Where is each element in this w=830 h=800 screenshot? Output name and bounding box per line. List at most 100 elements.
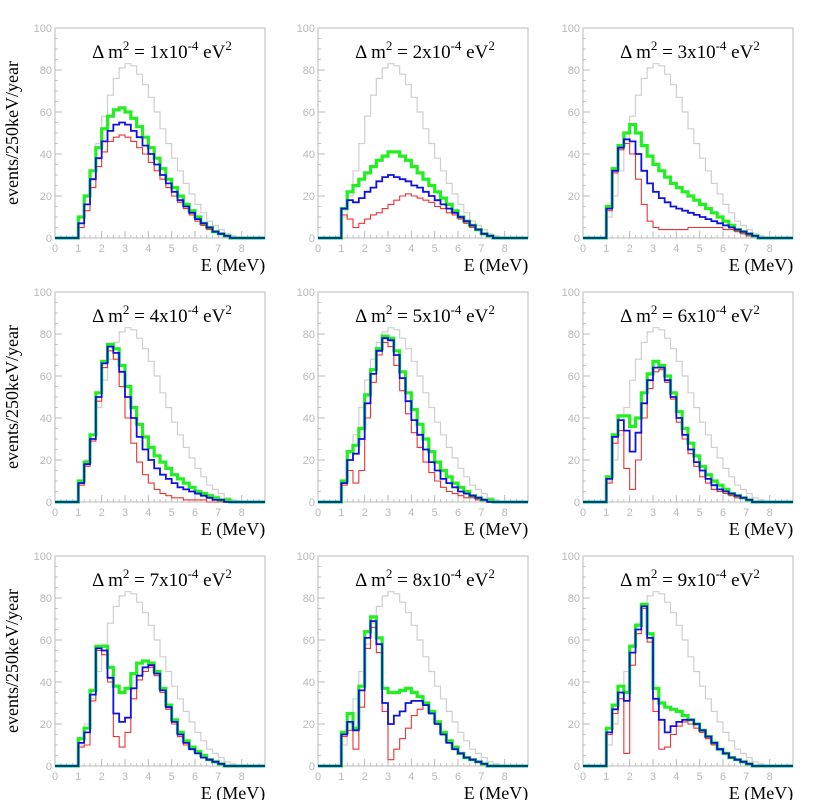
y-axis-label: events/250keV/year [2, 589, 22, 733]
x-tick-label: 1 [603, 771, 609, 783]
x-tick-label: 8 [239, 243, 245, 255]
title-part: Δ m [355, 306, 386, 327]
y-tick-label: 80 [303, 65, 315, 77]
x-tick-label: 4 [408, 243, 414, 255]
y-tick-label: 100 [297, 23, 315, 35]
x-axis-label: E (MeV) [464, 519, 528, 540]
x-tick-label: 4 [673, 771, 679, 783]
x-tick-label: 4 [145, 771, 151, 783]
panel-title: Δ m2 = 3x10-4 eV2 [620, 38, 760, 63]
x-tick-label: 0 [52, 507, 58, 519]
y-tick-label: 40 [303, 149, 315, 161]
title-part: -4 [716, 302, 727, 317]
x-tick-label: 1 [603, 507, 609, 519]
x-tick-label: 0 [315, 771, 321, 783]
title-part: 2 [225, 38, 232, 53]
histogram-reference [583, 63, 793, 239]
y-tick-label: 100 [297, 551, 315, 563]
title-part: 2 [386, 566, 393, 581]
y-tick-label: 40 [303, 413, 315, 425]
title-part: -4 [188, 38, 199, 53]
y-tick-label: 60 [568, 371, 580, 383]
title-part: -4 [451, 302, 462, 317]
x-tick-label: 4 [145, 243, 151, 255]
panel-title: Δ m2 = 1x10-4 eV2 [92, 38, 232, 63]
x-tick-label: 8 [239, 771, 245, 783]
title-part: = 5x10 [392, 306, 450, 327]
y-tick-label: 100 [562, 23, 580, 35]
panel-title: Δ m2 = 6x10-4 eV2 [620, 302, 760, 327]
title-part: eV [461, 570, 488, 591]
y-tick-label: 20 [303, 455, 315, 467]
y-tick-label: 60 [568, 107, 580, 119]
x-tick-label: 0 [580, 507, 586, 519]
x-tick-label: 2 [362, 243, 368, 255]
x-tick-label: 8 [767, 507, 773, 519]
x-tick-label: 3 [122, 507, 128, 519]
title-part: Δ m [355, 42, 386, 63]
x-tick-label: 2 [627, 507, 633, 519]
histogram-red [55, 350, 265, 503]
title-part: Δ m [92, 570, 123, 591]
histogram-green [55, 342, 265, 504]
histogram-green [318, 615, 528, 768]
title-part: -4 [188, 566, 199, 581]
y-tick-label: 0 [46, 233, 52, 245]
title-part: = 9x10 [657, 570, 715, 591]
y-tick-label: 60 [303, 371, 315, 383]
title-part: = 7x10 [129, 570, 187, 591]
histogram-blue [55, 345, 265, 503]
y-tick-label: 0 [309, 761, 315, 773]
x-tick-label: 1 [338, 507, 344, 519]
y-tick-label: 100 [562, 287, 580, 299]
x-tick-label: 2 [362, 771, 368, 783]
x-tick-label: 8 [502, 243, 508, 255]
x-tick-label: 5 [432, 507, 438, 519]
y-tick-label: 80 [568, 329, 580, 341]
histogram-blue [318, 337, 528, 503]
y-tick-label: 20 [568, 191, 580, 203]
title-part: -4 [451, 566, 462, 581]
title-part: eV [726, 570, 753, 591]
title-part: 2 [651, 38, 658, 53]
x-axis-label: E (MeV) [729, 255, 793, 276]
x-tick-label: 3 [650, 243, 656, 255]
x-tick-label: 4 [673, 507, 679, 519]
y-tick-label: 80 [40, 65, 52, 77]
x-tick-label: 8 [502, 507, 508, 519]
y-tick-label: 0 [309, 233, 315, 245]
x-tick-label: 7 [743, 243, 749, 255]
y-axis-label: events/250keV/year [2, 325, 22, 469]
y-tick-label: 80 [568, 593, 580, 605]
histogram-red [55, 649, 265, 767]
title-part: 2 [488, 566, 495, 581]
title-part: 2 [488, 302, 495, 317]
histogram-reference [318, 63, 528, 239]
panel-title: Δ m2 = 4x10-4 eV2 [92, 302, 232, 327]
x-tick-label: 1 [338, 771, 344, 783]
y-tick-label: 20 [303, 191, 315, 203]
x-tick-label: 4 [408, 771, 414, 783]
title-part: -4 [716, 38, 727, 53]
x-tick-label: 2 [627, 243, 633, 255]
x-tick-label: 7 [215, 771, 221, 783]
y-tick-label: 40 [568, 149, 580, 161]
x-tick-label: 3 [385, 243, 391, 255]
x-tick-label: 4 [408, 507, 414, 519]
title-part: eV [726, 306, 753, 327]
panel-title: Δ m2 = 8x10-4 eV2 [355, 566, 495, 591]
title-part: eV [198, 42, 225, 63]
y-tick-label: 60 [303, 635, 315, 647]
histogram-blue [55, 647, 265, 767]
y-tick-label: 40 [40, 149, 52, 161]
title-part: eV [461, 306, 488, 327]
x-tick-label: 8 [767, 243, 773, 255]
y-tick-label: 0 [46, 497, 52, 509]
histogram-reference [55, 327, 265, 503]
title-part: 2 [753, 38, 760, 53]
